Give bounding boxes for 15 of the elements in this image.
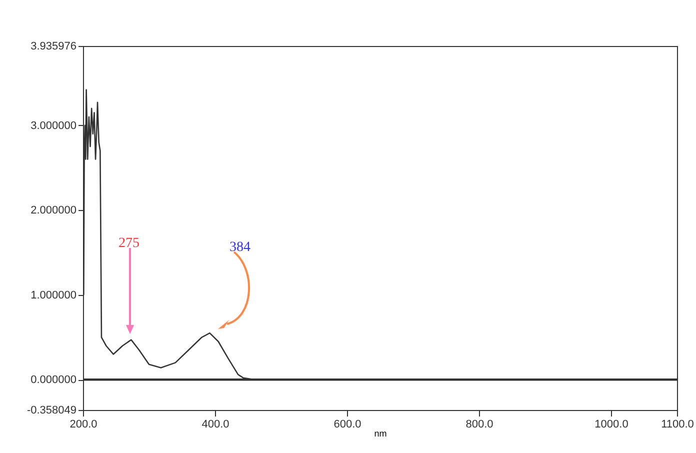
y-tick-label: 3.935976 — [30, 40, 76, 52]
x-tick-label: 400.0 — [202, 418, 230, 430]
x-tick-label: 1100.0 — [661, 418, 694, 430]
y-tick-label: 2.000000 — [30, 204, 76, 217]
y-tick-label: 1.000000 — [30, 289, 76, 302]
x-tick-label: 1000.0 — [594, 418, 628, 430]
x-axis-title: nm — [374, 428, 387, 438]
y-tick-label: 3.000000 — [30, 120, 76, 132]
annotation: 384 — [230, 240, 250, 255]
x-tick-label: 200.0 — [70, 418, 98, 430]
x-tick-label: 800.0 — [466, 418, 494, 430]
annotation: 275 — [118, 236, 140, 251]
x-tick-label: 600.0 — [334, 418, 362, 430]
y-tick-label: -0.358049 — [26, 404, 76, 416]
y-tick-label: 0.000000 — [30, 374, 76, 386]
